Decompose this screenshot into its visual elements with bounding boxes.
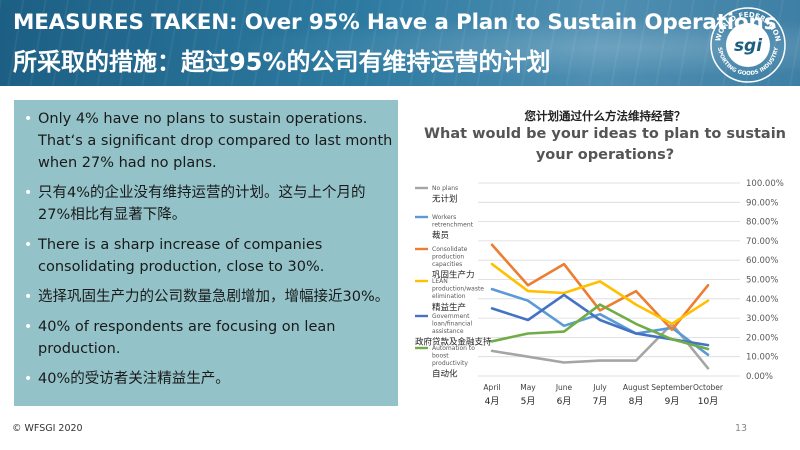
x-tick-label-zh: 7月 [593,396,608,407]
x-tick-label: October [693,383,724,392]
chart-title-zh: 您计划通过什么方法维持经营？ [524,109,686,123]
bullet-item: 40%的受访者关注精益生产。 [22,368,394,390]
legend-label-zh: 巩固生产力 [432,270,475,281]
series-line [490,243,710,332]
y-tick-label: 100.00% [746,179,784,189]
y-tick-label: 40.00% [746,295,778,305]
bullet-item: 40% of respondents are focusing on lean … [22,316,394,360]
bullet-item: 选择巩固生产力的公司数量急剧增加，增幅接近30%。 [22,286,394,308]
slide-header: MEASURES TAKEN: Over 95% Have a Plan to … [0,0,800,86]
legend-label: No plans [432,185,458,192]
x-tick-label-zh: 8月 [629,396,644,407]
bullet-item: Only 4% have no plans to sustain operati… [22,108,394,174]
legend-label-zh: 裁员 [432,230,449,241]
legend-label: elimination [432,293,466,300]
bullet-item: There is a sharp increase of companies c… [22,234,394,278]
legend-label: LEAN [432,278,448,285]
x-tick-label-zh: 9月 [665,396,680,407]
x-tick-label: September [651,383,693,392]
legend-label: Consolidate [432,246,468,253]
legend-label: productivity [432,360,468,367]
legend-label: retrenchment [432,222,474,229]
y-tick-label: 90.00% [746,198,778,208]
y-tick-label: 80.00% [746,218,778,228]
series-line [490,303,710,351]
wfsgi-logo: WORLD FEDERATION SPORTING GOODS INDUSTRY… [710,7,786,83]
chart-title: What would be your ideas to plan to sust… [424,126,786,163]
slide-title-en: MEASURES TAKEN: Over 95% Have a Plan to … [13,10,777,35]
footer-copyright: © WFSGI 2020 [12,423,83,434]
series-line [490,262,710,326]
bullet-item: 只有4%的企业没有维持运营的计划。这与上个月的27%相比有显著下降。 [22,182,394,226]
legend-label: Government [432,313,470,320]
x-tick-label-zh: 5月 [521,396,536,407]
legend-label-zh: 自动化 [432,369,458,380]
page-number: 13 [735,423,748,434]
legend-label-zh: 政府贷款及金融支持 [415,337,492,348]
legend-label: boost [432,353,449,360]
x-tick-label-zh: 4月 [485,396,500,407]
x-tick-label: May [520,383,536,392]
legend-label: assistance [432,328,464,335]
legend-label: Workers [432,214,456,221]
y-tick-label: 10.00% [746,353,778,363]
slide-title-zh: 所采取的措施：超过95%的公司有维持运营的计划 [13,48,551,76]
logo-mark: sgi [734,36,763,56]
x-tick-label: April [483,383,500,392]
y-tick-label: 60.00% [746,256,778,266]
x-tick-label-zh: 10月 [698,396,718,407]
legend-label: production [432,254,464,261]
y-tick-label: 30.00% [746,314,778,324]
x-tick-label-zh: 6月 [557,396,572,407]
y-tick-label: 20.00% [746,333,778,343]
bullet-list: Only 4% have no plans to sustain operati… [22,108,394,398]
legend-label-zh: 无计划 [432,194,458,205]
y-tick-label: 0.00% [746,372,773,382]
y-tick-label: 70.00% [746,237,778,247]
x-tick-label: June [555,383,573,392]
legend-label-zh: 精益生产 [432,302,466,313]
legend-label: capacities [432,261,462,268]
x-tick-label: August [623,383,649,392]
y-tick-label: 50.00% [746,276,778,286]
legend-label: production/waste [432,286,484,293]
legend-label: loan/financial [432,321,473,328]
legend-label: Automation to [432,345,475,352]
bullet-box: Only 4% have no plans to sustain operati… [14,100,398,406]
x-tick-label: July [592,383,607,392]
